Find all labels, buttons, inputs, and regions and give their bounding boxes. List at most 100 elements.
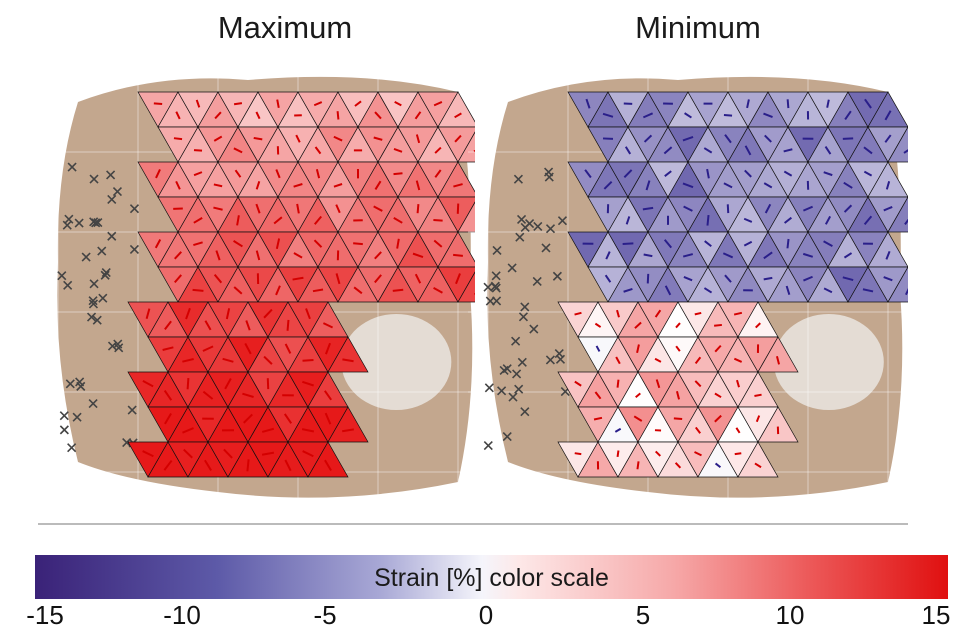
skin-marker xyxy=(107,341,118,351)
maximum-strain-map xyxy=(38,62,475,525)
strain-direction-mark xyxy=(263,355,273,365)
strain-direction-mark xyxy=(433,287,443,294)
strain-direction-mark xyxy=(454,134,462,143)
strain-direction-mark xyxy=(904,218,908,225)
strain-direction-mark xyxy=(654,357,662,363)
strain-direction-mark xyxy=(163,459,173,471)
skin-marker xyxy=(65,379,75,389)
strain-direction-mark xyxy=(754,393,762,397)
strain-direction-mark xyxy=(242,392,254,398)
strain-direction-mark xyxy=(623,169,633,179)
skin-marker xyxy=(75,377,85,387)
strain-direction-mark xyxy=(284,343,292,354)
strain-direction-mark xyxy=(844,110,852,121)
strain-direction-mark xyxy=(664,285,672,296)
strain-direction-mark xyxy=(255,250,261,261)
strain-direction-mark xyxy=(885,250,891,260)
skin-marker xyxy=(508,392,518,402)
strain-direction-mark xyxy=(353,242,363,246)
strain-direction-mark xyxy=(433,101,443,107)
strain-direction-mark xyxy=(802,205,814,212)
strain-direction-mark xyxy=(182,427,194,434)
strain-direction-mark xyxy=(842,276,854,282)
skin-marker xyxy=(516,214,527,225)
strain-direction-mark xyxy=(733,357,743,363)
strain-direction-mark xyxy=(416,204,420,214)
colorbar-tick: -5 xyxy=(313,600,337,630)
strain-direction-mark xyxy=(863,170,873,177)
strain-direction-mark xyxy=(744,145,752,156)
strain-direction-mark xyxy=(305,308,311,320)
strain-direction-mark xyxy=(276,99,280,108)
strain-direction-mark xyxy=(616,379,620,388)
strain-direction-mark xyxy=(885,181,891,190)
strain-direction-mark xyxy=(193,171,203,177)
strain-direction-mark xyxy=(775,356,781,365)
strain-direction-mark xyxy=(654,450,662,457)
skin-marker xyxy=(518,312,529,322)
strain-direction-mark xyxy=(394,101,402,107)
strain-direction-mark xyxy=(694,311,702,316)
strain-direction-mark xyxy=(261,451,275,456)
skin-marker xyxy=(92,315,102,325)
strain-direction-mark xyxy=(396,238,400,249)
strain-direction-mark xyxy=(295,134,301,143)
strain-direction-mark xyxy=(574,452,582,456)
strain-direction-mark xyxy=(353,286,363,295)
strain-direction-mark xyxy=(743,217,753,223)
strain-direction-mark xyxy=(333,183,343,188)
strain-direction-mark xyxy=(324,412,332,425)
colorbar-tick: -10 xyxy=(163,600,201,630)
strain-direction-mark xyxy=(374,251,382,260)
strain-direction-mark xyxy=(654,309,662,318)
skin-marker xyxy=(529,324,539,334)
strain-direction-mark xyxy=(803,275,813,282)
strain-direction-mark xyxy=(244,342,252,355)
strain-direction-mark xyxy=(723,114,733,117)
strain-direction-mark xyxy=(706,168,710,179)
strain-direction-mark xyxy=(302,450,314,458)
strain-direction-mark xyxy=(215,250,221,261)
strain-direction-mark xyxy=(614,427,622,433)
skin-marker xyxy=(81,252,91,262)
mesh-element xyxy=(887,266,908,303)
strain-direction-mark xyxy=(245,320,251,331)
strain-direction-mark xyxy=(636,344,640,354)
strain-direction-mark xyxy=(195,99,201,108)
strain-direction-mark xyxy=(824,215,832,225)
strain-direction-mark xyxy=(905,288,908,296)
skin-marker xyxy=(59,411,69,421)
strain-direction-mark xyxy=(764,203,772,214)
skin-marker xyxy=(88,296,98,306)
strain-direction-mark xyxy=(674,462,682,469)
colorbar-tick: 15 xyxy=(921,600,951,630)
strain-direction-mark xyxy=(453,183,463,188)
strain-direction-mark xyxy=(145,308,151,319)
strain-direction-mark xyxy=(374,180,382,190)
strain-direction-mark xyxy=(296,203,300,214)
skin-marker xyxy=(101,267,111,278)
strain-direction-mark xyxy=(883,276,893,282)
strain-direction-mark xyxy=(315,168,321,179)
strain-direction-mark xyxy=(213,135,223,142)
strain-direction-mark xyxy=(714,462,722,469)
strain-direction-mark xyxy=(884,134,892,143)
skin-marker xyxy=(100,270,110,280)
strain-direction-mark xyxy=(843,181,853,189)
strain-direction-mark xyxy=(336,111,340,120)
strain-direction-mark xyxy=(763,276,773,281)
skin-marker xyxy=(502,364,512,374)
strain-direction-mark xyxy=(414,111,422,120)
skin-marker xyxy=(113,339,123,349)
strain-direction-mark xyxy=(164,412,172,425)
strain-direction-mark xyxy=(642,206,654,211)
strain-direction-mark xyxy=(415,180,421,191)
skin-marker xyxy=(513,174,523,184)
strain-direction-mark xyxy=(213,274,223,284)
strain-direction-mark xyxy=(374,111,382,120)
strain-direction-mark xyxy=(185,307,191,320)
strain-direction-mark xyxy=(433,239,443,248)
strain-direction-mark xyxy=(823,287,833,294)
strain-direction-mark xyxy=(786,238,790,249)
strain-direction-mark xyxy=(783,170,793,177)
